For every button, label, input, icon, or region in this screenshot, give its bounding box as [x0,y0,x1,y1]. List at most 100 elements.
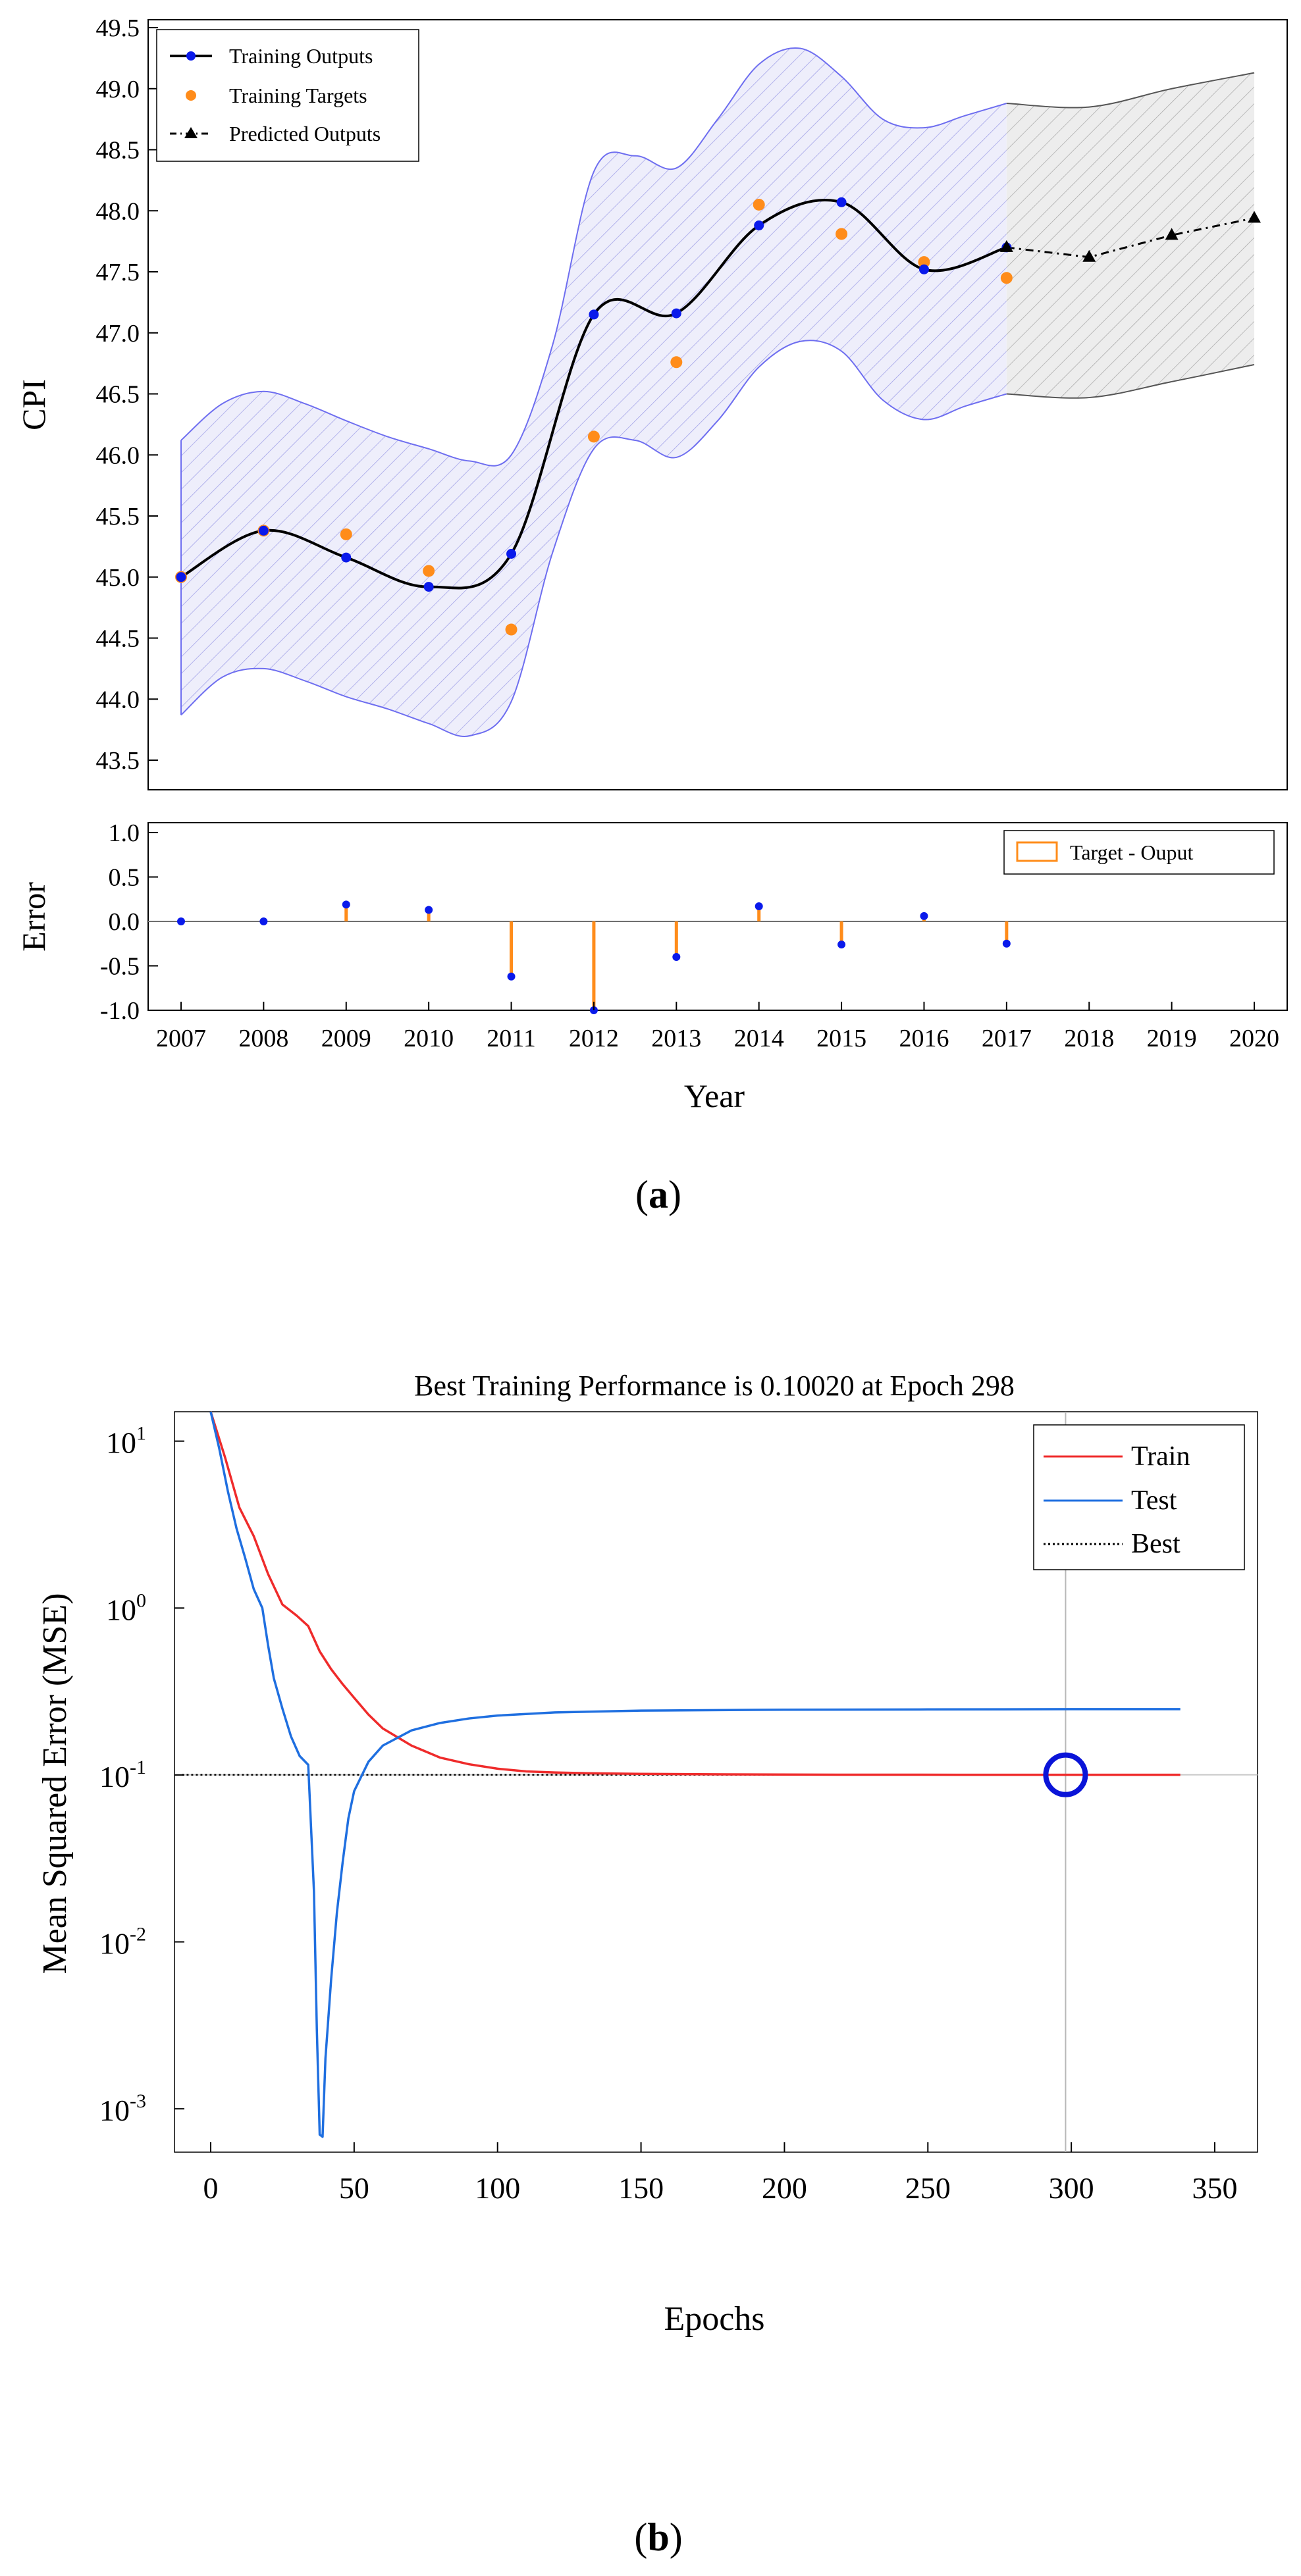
epoch-x-tick-label: 150 [618,2171,664,2205]
training-target-point [918,256,930,269]
legend-best-label: Best [1131,1529,1181,1559]
error-point [342,900,350,909]
cpi-y-tick-label: 49.5 [96,14,140,42]
training-band-lower-edge [180,340,1007,737]
year-x-tick-label: 2013 [651,1025,701,1052]
legend-test-label: Test [1131,1485,1177,1516]
epoch-x-tick-label: 100 [475,2171,520,2205]
error-legend-label: Target - Ouput [1070,840,1193,864]
cpi-y-tick-label: 47.0 [96,320,140,348]
cpi-y-tick-label: 49.0 [96,76,140,103]
training-target-point [1000,272,1013,284]
cpi-chart: 43.5 44.0 44.5 45.0 45.5 46.0 46.5 47.0 47.5 48.0… [15,14,1288,790]
year-x-tick-label: 2011 [487,1025,536,1052]
cpi-y-tick-label: 44.5 [96,625,140,653]
cpi-legend-box [156,29,419,162]
training-confidence-band [181,47,1007,736]
error-y-tick-label: -1.0 [100,997,140,1025]
error-y-tick-label: 1.0 [109,819,140,847]
epochs-x-axis-label: Epochs [664,2300,764,2338]
best-epoch-marker [1043,1752,1088,1797]
error-chart: -1.0-0.50.00.51.0 2007 2008 2009 2010 2011 20… [15,819,1288,1114]
training-output-point [258,525,269,536]
test-line [209,1411,1181,2138]
error-point [507,972,516,981]
mse-y-tick-label: 10-1 [99,1757,146,1793]
error-point [177,917,185,925]
year-x-tick-label: 2019 [1147,1025,1197,1052]
cpi-y-ticks: 43.5 44.0 44.5 45.0 45.5 46.0 46.5 47.0 47.5 48.0… [96,14,158,775]
predicted-output-point [1082,249,1096,262]
prediction-band [1006,72,1254,398]
error-point [920,912,928,920]
mse-y-axis-label: Mean Squared Error (MSE) [36,1593,74,1974]
error-point [259,917,268,925]
cpi-y-tick-label: 45.5 [96,503,140,530]
training-target-point [836,228,848,240]
year-x-tick-label: 2010 [404,1025,454,1052]
cpi-y-axis-label: CPI [15,379,52,430]
predicted-output-point [1165,228,1179,240]
legend-training-outputs-marker [186,51,196,61]
error-y-tick-label: 0.5 [109,864,140,892]
training-output-point [341,552,352,563]
legend-training-targets-label: Training Targets [229,84,367,107]
year-x-tick-label: 2015 [816,1025,866,1052]
mse-legend: Train Test Best [1033,1424,1245,1570]
mse-series-layer [182,1411,1181,2138]
cpi-legend: Training Outputs Training Targets Predic… [156,29,419,162]
training-target-point [505,623,518,636]
legend-training-targets-marker [186,90,196,101]
error-y-axis-label: Error [15,882,52,952]
epoch-x-tick-label: 250 [905,2171,951,2205]
cpi-y-tick-label: 46.5 [96,381,140,409]
cpi-y-tick-label: 48.5 [96,137,140,165]
error-point [755,902,763,911]
panel-label-a: (a) [635,1173,681,1216]
training-output-point [506,549,517,559]
confidence-band-layer [180,47,1255,737]
training-output-point [176,572,186,582]
epoch-x-tick-label: 0 [203,2171,219,2205]
error-legend-box [1003,830,1275,875]
mse-y-ticks: 101 100 10-1 10-2 10-3 [99,1423,184,2127]
epoch-x-tick-label: 200 [762,2171,807,2205]
mse-chart: Best Training Performance is 0.10020 at … [36,1370,1258,2338]
year-x-tick-label: 2007 [156,1025,206,1052]
error-y-tick-label: -0.5 [100,953,140,981]
training-output-point [918,264,929,274]
year-x-tick-label: 2014 [734,1025,784,1052]
training-output-point [754,220,764,231]
mse-y-tick-label: 10-2 [99,1924,146,1961]
training-target-point [340,528,352,540]
year-x-tick-label: 2016 [899,1025,949,1052]
cpi-y-tick-label: 43.5 [96,747,140,775]
legend-training-outputs-label: Training Outputs [229,44,373,68]
legend-predicted-outputs-label: Predicted Outputs [229,122,381,145]
year-x-ticks: 2007 2008 2009 2010 2011 2012 2013 2014 2015 2016… [156,1002,1279,1052]
error-legend: Target - Ouput [1003,830,1275,875]
train-line [209,1411,1181,1776]
training-output-point [671,308,681,319]
training-band-upper-edge [180,47,1007,467]
cpi-y-tick-label: 45.0 [96,564,140,592]
legend-predicted-outputs-marker [184,127,198,138]
error-legend-swatch [1016,841,1058,862]
predicted-outputs-line [1006,217,1255,259]
year-x-tick-label: 2020 [1229,1025,1279,1052]
error-y-ticks: -1.0 -0.5 0.0 0.5 1.0 [100,819,158,1025]
training-target-point [423,565,435,577]
mse-chart-title: Best Training Performance is 0.10020 at … [414,1370,1015,1402]
error-bars-layer [148,900,1287,1014]
prediction-band-upper-edge [1006,72,1255,109]
mse-y-tick-label: 10-3 [99,2090,146,2127]
cpi-y-tick-label: 48.0 [96,197,140,225]
mse-legend-box [1033,1424,1245,1570]
year-x-tick-label: 2017 [982,1025,1032,1052]
training-target-point [670,356,683,369]
error-point [837,940,846,949]
cpi-y-tick-label: 44.0 [96,686,140,713]
training-output-point [423,582,434,592]
error-point [672,953,681,961]
error-point [1002,939,1011,948]
